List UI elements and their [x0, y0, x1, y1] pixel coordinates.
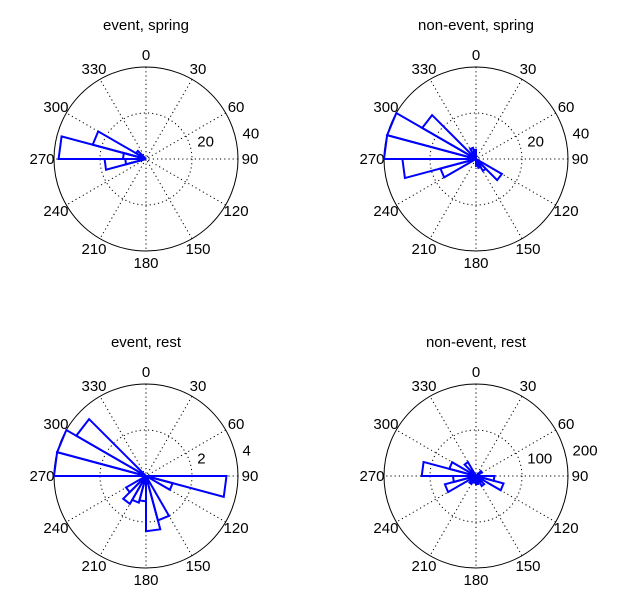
angle-tick-label: 0	[472, 364, 480, 381]
histogram-bin	[145, 475, 228, 499]
radius-tick-label: 40	[573, 125, 590, 142]
angle-tick-label: 30	[190, 378, 207, 395]
angle-tick-label: 210	[411, 241, 436, 258]
angle-tick-label: 210	[411, 558, 436, 575]
panel-title: event, spring	[103, 17, 189, 34]
polar-panel-4: 0 30 60 90 120 150 180 210 240 270 300 330 100 200 non…	[359, 334, 597, 589]
polar-panel-1: 0 30 60 90 120 150 180 210 240 270 300 330 20 40 event…	[29, 17, 259, 272]
angle-tick-label: 240	[43, 203, 68, 220]
angle-tick-label: 120	[224, 520, 249, 537]
angle-tick-label: 150	[515, 558, 540, 575]
angle-tick-label: 180	[463, 255, 488, 272]
angle-tick-label: 300	[43, 416, 68, 433]
angle-tick-label: 330	[81, 61, 106, 78]
angle-tick-label: 210	[81, 241, 106, 258]
angle-tick-label: 30	[520, 61, 537, 78]
outer-ring	[53, 66, 239, 252]
radius-tick-label: 200	[573, 442, 598, 459]
angle-tick-label: 90	[572, 151, 589, 168]
angle-tick-label: 330	[81, 378, 106, 395]
histogram-bin	[145, 475, 162, 533]
histogram-bin	[124, 475, 147, 494]
radius-tick-label: 4	[243, 442, 251, 459]
histogram-bin	[74, 417, 147, 477]
radial-grid-ring	[99, 112, 193, 206]
histogram-bin	[475, 158, 480, 168]
angle-tick-label: 0	[472, 47, 480, 64]
radius-tick-label: 20	[527, 133, 544, 150]
angle-tick-label: 150	[515, 241, 540, 258]
angle-tick-label: 300	[373, 416, 398, 433]
angle-tick-label: 300	[373, 99, 398, 116]
histogram-bin	[467, 475, 477, 486]
angle-tick-label: 0	[142, 364, 150, 381]
outer-ring	[383, 383, 569, 569]
angle-tick-label: 120	[224, 203, 249, 220]
angle-tick-label: 150	[185, 558, 210, 575]
histogram-bin	[475, 475, 505, 492]
angle-tick-label: 210	[81, 558, 106, 575]
angle-tick-label: 270	[29, 468, 54, 485]
angle-tick-label: 90	[242, 468, 259, 485]
radius-tick-label: 20	[197, 133, 214, 150]
angle-tick-label: 120	[554, 203, 579, 220]
radial-grid-ring	[429, 112, 523, 206]
angle-tick-label: 330	[411, 378, 436, 395]
angle-tick-label: 150	[185, 241, 210, 258]
angle-tick-label: 270	[359, 151, 384, 168]
angle-tick-label: 60	[558, 416, 575, 433]
radius-tick-label: 40	[243, 125, 260, 142]
angle-tick-label: 240	[373, 520, 398, 537]
histogram-bin	[134, 149, 147, 160]
histogram-bin	[472, 148, 477, 160]
histogram-bin	[463, 460, 477, 477]
panel-title: non-event, rest	[426, 334, 527, 351]
radius-tick-label: 2	[197, 450, 205, 467]
histogram-bin	[401, 158, 477, 180]
angle-tick-label: 240	[373, 203, 398, 220]
histogram-bin	[420, 113, 477, 160]
angle-tick-label: 0	[142, 47, 150, 64]
angle-tick-label: 270	[359, 468, 384, 485]
histogram-bin	[475, 158, 504, 182]
histogram-bin	[475, 469, 484, 477]
angle-tick-label: 330	[411, 61, 436, 78]
angle-tick-label: 180	[463, 572, 488, 589]
angle-tick-label: 60	[228, 99, 245, 116]
angle-tick-label: 60	[558, 99, 575, 116]
angle-tick-label: 30	[520, 378, 537, 395]
angle-tick-label: 60	[228, 416, 245, 433]
histogram-bin	[145, 475, 175, 492]
angle-tick-label: 300	[43, 99, 68, 116]
histogram-bin	[91, 129, 147, 160]
polar-panel-3: 0 30 60 90 120 150 180 210 240 270 300 330 2 4 event, …	[29, 334, 258, 589]
angle-tick-label: 90	[572, 468, 589, 485]
angle-tick-label: 90	[242, 151, 259, 168]
histogram-bin	[447, 460, 477, 477]
histogram-bin	[475, 475, 486, 488]
angle-tick-label: 120	[554, 520, 579, 537]
polar-panel-2: 0 30 60 90 120 150 180 210 240 270 300 330 20 40 non-e…	[359, 17, 589, 272]
angle-tick-label: 180	[133, 255, 158, 272]
angle-tick-label: 270	[29, 151, 54, 168]
panel-title: event, rest	[111, 334, 182, 351]
angle-tick-label: 180	[133, 572, 158, 589]
histogram-bin	[439, 158, 477, 179]
angle-tick-label: 30	[190, 61, 207, 78]
panel-title: non-event, spring	[418, 17, 534, 34]
radial-grid-ring	[429, 429, 523, 523]
angle-tick-label: 240	[43, 520, 68, 537]
radius-tick-label: 100	[527, 450, 552, 467]
